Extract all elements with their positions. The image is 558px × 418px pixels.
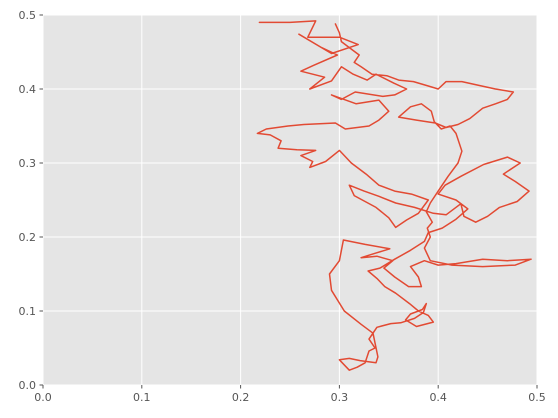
x-tick-label: 0.1	[133, 391, 151, 404]
x-axis-ticks: 0.0 0.1 0.2 0.3 0.4 0.5	[34, 385, 546, 404]
x-tick-label: 0.0	[34, 391, 52, 404]
x-tick-label: 0.5	[528, 391, 546, 404]
series-line	[256, 20, 532, 371]
grid-lines	[42, 14, 538, 386]
x-tick-label: 0.2	[232, 391, 250, 404]
x-tick-label: 0.3	[331, 391, 349, 404]
y-tick-label: 0.4	[19, 83, 37, 96]
x-tick-label: 0.4	[429, 391, 447, 404]
y-tick-label: 0.5	[19, 9, 37, 22]
y-axis-ticks: 0.0 0.1 0.2 0.3 0.4 0.5	[19, 9, 43, 392]
y-tick-label: 0.2	[19, 231, 37, 244]
y-tick-label: 0.0	[19, 379, 37, 392]
y-tick-label: 0.1	[19, 305, 37, 318]
plot-background	[43, 15, 537, 385]
y-tick-label: 0.3	[19, 157, 37, 170]
series-layer	[256, 20, 532, 371]
